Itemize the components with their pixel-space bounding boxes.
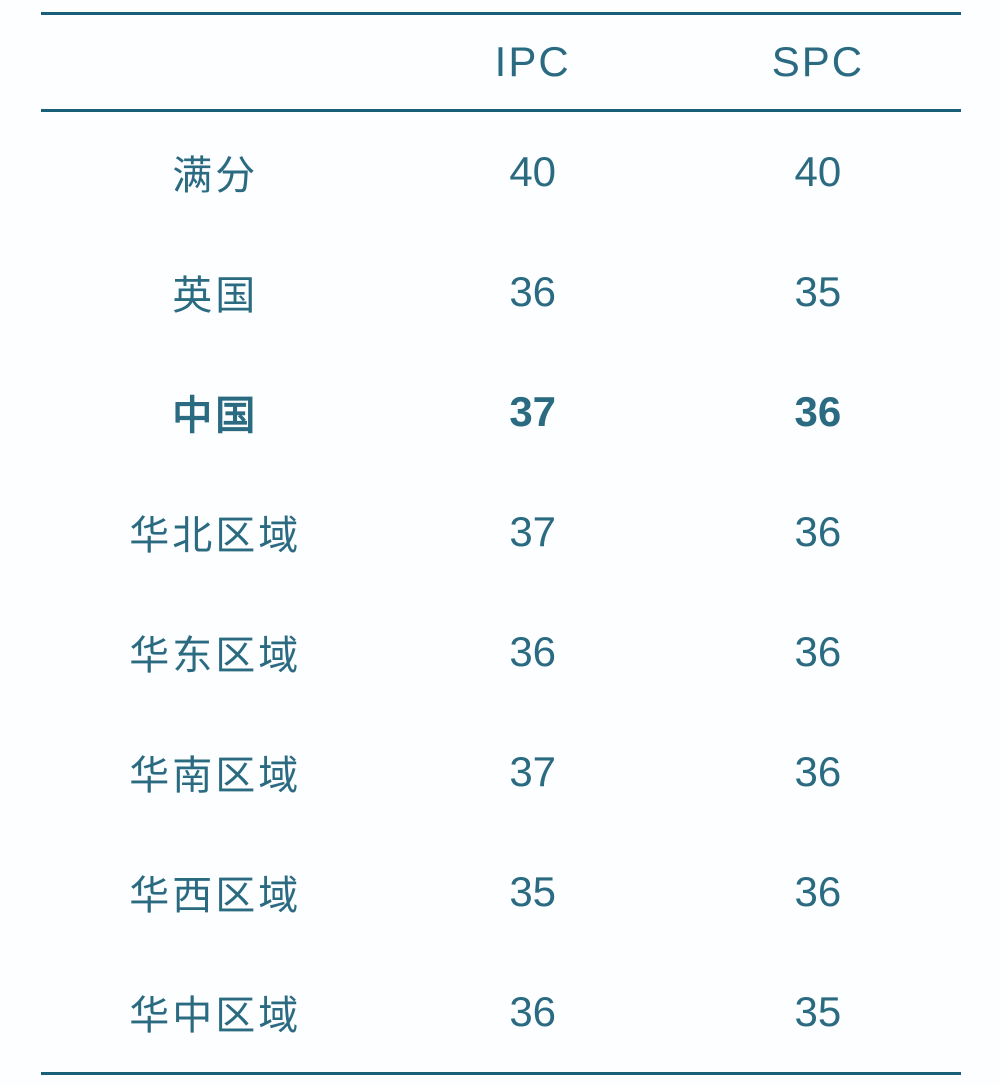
row-ipc-value: 36 [390, 268, 675, 316]
row-label: 华西区域 [41, 863, 391, 921]
score-table: IPC SPC 满分 40 40 英国 36 35 中国 37 36 华北区域 … [41, 12, 961, 1085]
row-label: 华东区域 [41, 623, 391, 681]
row-label: 满分 [41, 143, 391, 201]
row-spc-value: 36 [675, 748, 960, 796]
row-ipc-value: 37 [390, 748, 675, 796]
row-label: 华中区域 [41, 983, 391, 1041]
row-spc-value: 35 [675, 988, 960, 1036]
table-body: 满分 40 40 英国 36 35 中国 37 36 华北区域 37 36 华东… [41, 112, 961, 1075]
table-row: 华北区域 37 36 [41, 472, 961, 592]
row-spc-value: 36 [675, 508, 960, 556]
table-row: 满分 40 40 [41, 112, 961, 232]
row-spc-value: 40 [675, 148, 960, 196]
row-spc-value: 36 [675, 388, 960, 436]
row-spc-value: 36 [675, 628, 960, 676]
table-row: 华南区域 37 36 [41, 712, 961, 832]
row-ipc-value: 40 [390, 148, 675, 196]
header-ipc: IPC [390, 38, 675, 86]
row-ipc-value: 36 [390, 988, 675, 1036]
row-label: 中国 [41, 383, 391, 441]
row-label: 华北区域 [41, 503, 391, 561]
row-spc-value: 36 [675, 868, 960, 916]
row-label: 英国 [41, 263, 391, 321]
table-row: 华中区域 36 35 [41, 952, 961, 1072]
header-spc: SPC [675, 38, 960, 86]
table-row: 英国 36 35 [41, 232, 961, 352]
row-label: 华南区域 [41, 743, 391, 801]
row-ipc-value: 35 [390, 868, 675, 916]
table-row: 华东区域 36 36 [41, 592, 961, 712]
row-ipc-value: 37 [390, 388, 675, 436]
table-row: 华西区域 35 36 [41, 832, 961, 952]
row-ipc-value: 36 [390, 628, 675, 676]
row-ipc-value: 37 [390, 508, 675, 556]
row-spc-value: 35 [675, 268, 960, 316]
table-row: 中国 37 36 [41, 352, 961, 472]
table-header-row: IPC SPC [41, 12, 961, 112]
